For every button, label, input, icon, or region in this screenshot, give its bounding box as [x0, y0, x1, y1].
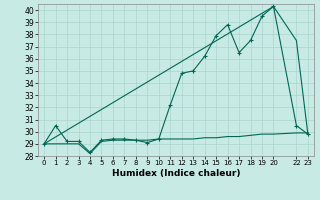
X-axis label: Humidex (Indice chaleur): Humidex (Indice chaleur) [112, 169, 240, 178]
